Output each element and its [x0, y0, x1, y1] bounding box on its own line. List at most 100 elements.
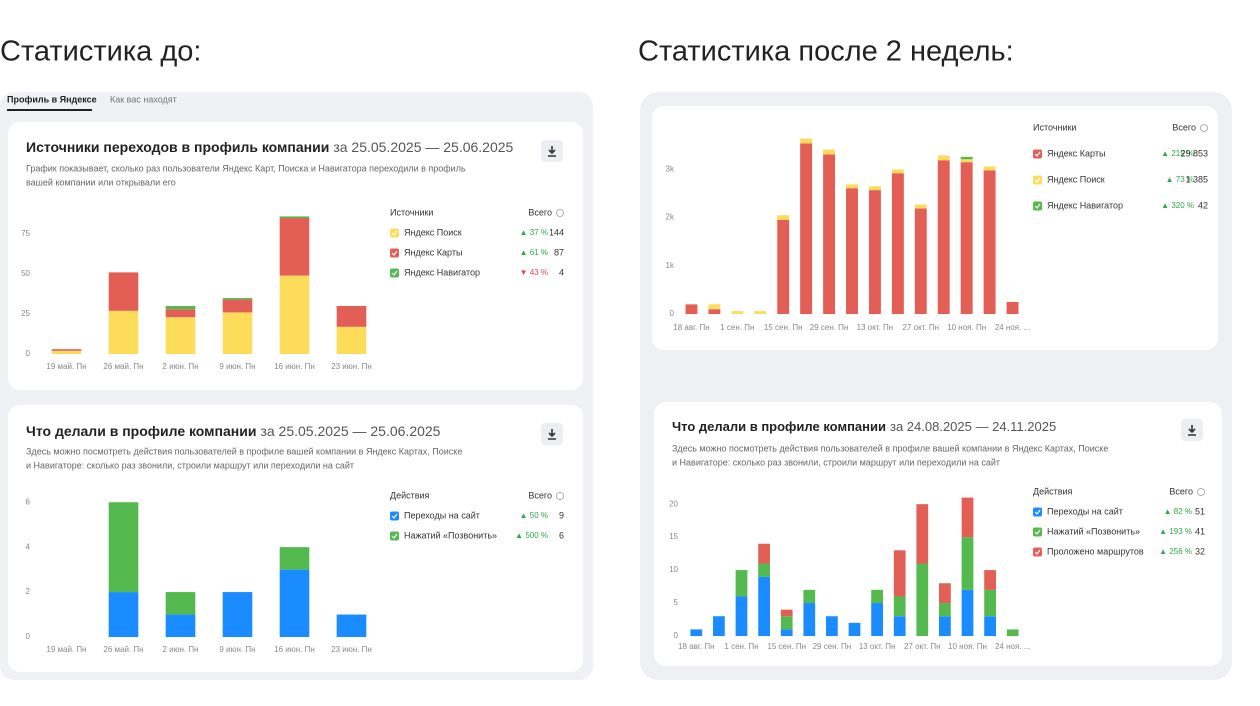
download-icon	[1188, 425, 1196, 436]
bar-segment	[279, 275, 310, 354]
legend-total: 32	[1195, 546, 1205, 556]
help-icon[interactable]	[556, 492, 564, 500]
legend-label: Яндекс Навигатор	[1047, 200, 1123, 210]
check	[391, 250, 398, 256]
bar-segment	[336, 614, 367, 637]
legend-change: ▲ 256 %	[1159, 547, 1192, 556]
x-tick-label: 27 окт. Пн	[904, 642, 941, 651]
bar-segment	[108, 502, 139, 593]
bar-segment	[846, 188, 858, 314]
y-tick-label: 1k	[666, 261, 675, 270]
bar-segment	[780, 609, 793, 617]
bar-segment	[758, 543, 770, 564]
x-tick-label: 2 июн. Пн	[162, 362, 198, 371]
description: и Навигаторе: сколько раз звонили, строи…	[26, 460, 354, 470]
bar-segment	[893, 616, 906, 636]
help-icon[interactable]	[556, 209, 564, 217]
x-tick-label: 27 окт. Пн	[903, 323, 940, 332]
bar-segment	[960, 162, 973, 314]
legend-change: ▲ 61 %	[520, 248, 548, 257]
bar-segment	[708, 309, 721, 314]
help-icon[interactable]	[1197, 488, 1205, 496]
legend-checkbox[interactable]	[390, 268, 399, 278]
x-tick-label: 18 авг. Пн	[678, 642, 714, 651]
bar-segment	[222, 299, 253, 313]
legend-label: Переходы на сайт	[404, 510, 480, 520]
legend-checkbox[interactable]	[1033, 527, 1042, 537]
bar-segment	[984, 616, 996, 636]
legend-change: ▲ 73 %	[1166, 175, 1194, 184]
bar-segment	[983, 170, 996, 314]
legend-checkbox[interactable]	[1033, 507, 1042, 517]
bar-segment	[960, 156, 973, 160]
legend-total: 1 385	[1185, 174, 1208, 184]
bar-segment	[165, 317, 196, 354]
legend-checkbox[interactable]	[390, 531, 399, 541]
bar-segment	[800, 138, 813, 144]
bar-segment	[1006, 629, 1019, 636]
legend-title: Действия	[1033, 486, 1073, 496]
legend-checkbox[interactable]	[390, 511, 399, 521]
tab[interactable]: Профиль в Яндексе	[7, 94, 97, 104]
bar-segment	[800, 143, 813, 314]
x-tick-label: 16 июн. Пн	[274, 362, 315, 371]
tab[interactable]: Как вас находят	[110, 94, 177, 104]
bar-segment	[758, 563, 770, 577]
y-tick-label: 0	[26, 632, 31, 641]
bar-segment	[1006, 301, 1019, 314]
legend-checkbox[interactable]	[390, 248, 399, 258]
check	[391, 513, 398, 519]
legend-checkbox[interactable]	[1033, 201, 1042, 211]
legend-label: Нажатий «Позвонить»	[1047, 526, 1140, 536]
bar-segment	[713, 616, 725, 636]
bar-segment	[336, 306, 367, 327]
bar-segment	[891, 169, 904, 174]
legend-change: ▲ 219 %	[1161, 149, 1194, 158]
legend-change: ▲ 500 %	[515, 531, 548, 540]
legend-checkbox[interactable]	[1033, 547, 1042, 557]
check	[391, 230, 398, 236]
heading: Статистика после 2 недель:	[638, 36, 1014, 68]
bar-segment	[780, 629, 793, 636]
tab-underline	[7, 109, 92, 111]
bar-segment	[780, 616, 793, 630]
x-tick-label: 10 ноя. Пн	[947, 323, 986, 332]
y-tick-label: 4	[26, 542, 31, 551]
bar-segment	[690, 629, 703, 636]
bar-segment	[777, 215, 790, 220]
legend-change: ▲ 320 %	[1161, 201, 1194, 210]
check	[1034, 529, 1041, 535]
check	[1034, 549, 1041, 555]
legend-label: Яндекс Карты	[404, 247, 462, 257]
bar-segment	[823, 154, 836, 314]
legend-checkbox[interactable]	[390, 228, 399, 238]
check	[1034, 203, 1041, 209]
bar-segment	[222, 312, 253, 354]
x-tick-label: 9 июн. Пн	[219, 645, 255, 654]
bar-segment	[868, 186, 881, 191]
legend-change: ▲ 82 %	[1164, 507, 1192, 516]
legend-total: 9	[559, 510, 564, 520]
bar-segment	[984, 589, 996, 617]
bar-segment	[916, 504, 929, 564]
bar-segment	[846, 184, 858, 189]
bar-segment	[914, 208, 927, 314]
bar-segment	[984, 570, 996, 590]
help-icon[interactable]	[1200, 124, 1208, 132]
x-tick-label: 29 сен. Пн	[810, 323, 849, 332]
card	[652, 106, 1218, 350]
y-tick-label: 10	[669, 565, 678, 574]
bar-segment	[803, 589, 816, 604]
description: График показывает, сколько раз пользоват…	[26, 163, 466, 173]
total-header: Всего	[528, 207, 552, 217]
legend-checkbox[interactable]	[1033, 175, 1042, 185]
bar-segment	[735, 596, 748, 636]
legend-change: ▲ 193 %	[1159, 527, 1192, 536]
bar-segment	[735, 570, 748, 597]
x-tick-label: 1 сен. Пн	[724, 642, 758, 651]
subtitle: за 25.05.2025 — 25.06.2025	[260, 423, 440, 439]
y-tick-label: 0	[26, 349, 31, 358]
legend-checkbox[interactable]	[1033, 149, 1042, 159]
bar-segment	[108, 592, 139, 637]
